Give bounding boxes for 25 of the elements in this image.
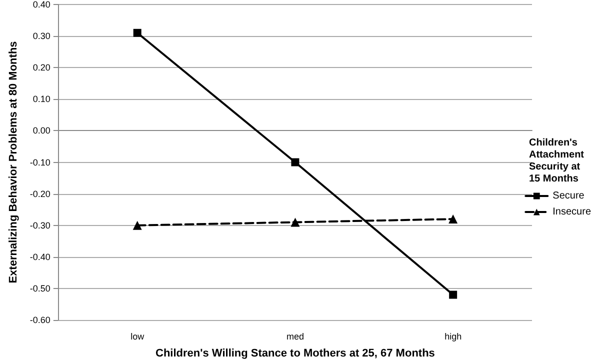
y-tick-label: -0.30 [30,220,50,230]
y-tick-label: -0.60 [30,315,50,325]
y-tick-label: -0.50 [30,283,50,294]
y-tick-label: 0.20 [32,62,50,73]
point [132,220,142,230]
x-axis-title: Children's Willing Stance to Mothers at 25, 67 Months [156,348,435,360]
x-tick-label: low [130,332,145,342]
y-tick-label: 0.00 [32,126,50,136]
legend-label: Secure [552,190,585,202]
legend-title: Children's Attachment Security at 15 Months [529,138,587,184]
x-tick-label: med [286,332,304,342]
y-tick-label: 0.10 [32,94,50,104]
y-tick-label: 0.40 [32,0,50,10]
point [449,290,458,299]
y-axis-title: Externalizing Behavior Problems at 80 Months [8,41,20,284]
point [290,218,300,227]
x-tick-label: high [444,332,462,342]
y-tick-label: -0.10 [30,157,50,168]
y-tick-label: -0.40 [30,252,50,262]
legend-label: Insecure [552,206,592,218]
point [291,158,300,166]
point [133,28,142,37]
point [448,214,458,224]
y-tick-label: 0.30 [32,31,50,42]
y-tick-label: -0.20 [30,188,50,199]
